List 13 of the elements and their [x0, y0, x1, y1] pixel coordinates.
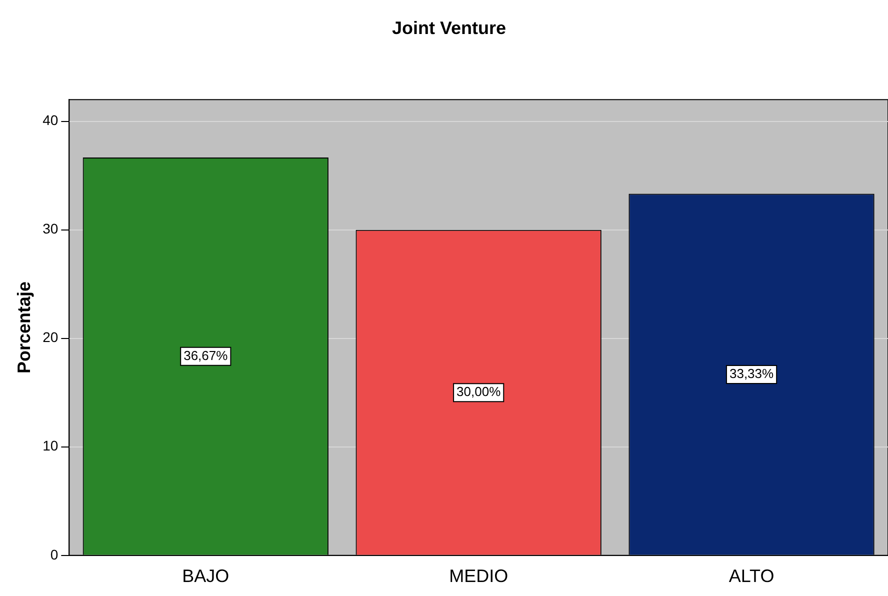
x-tick-label: BAJO [182, 566, 230, 586]
data-label: 30,00% [456, 384, 502, 400]
y-tick-label: 20 [42, 329, 58, 346]
x-tick-label: MEDIO [449, 566, 508, 586]
y-tick-label: 40 [42, 112, 58, 128]
data-label: 33,33% [729, 366, 774, 382]
y-tick-label: 0 [50, 546, 58, 562]
y-tick-label: 30 [42, 220, 58, 237]
y-axis-title: Porcentaje [14, 281, 34, 374]
data-label: 36,67% [184, 348, 228, 363]
y-tick-label: 10 [42, 438, 58, 454]
x-tick-label: ALTO [728, 566, 774, 586]
chart-title: Joint Venture [392, 18, 506, 38]
